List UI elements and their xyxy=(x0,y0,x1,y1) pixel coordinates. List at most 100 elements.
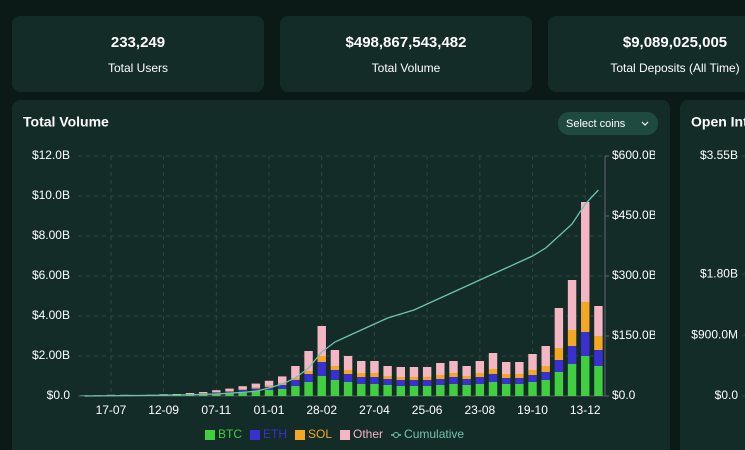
legend-label: ETH xyxy=(263,427,287,441)
bar xyxy=(317,356,326,362)
stat-card xyxy=(12,16,264,92)
y-tick-label: $12.0B xyxy=(32,148,70,162)
bar xyxy=(449,384,458,396)
bar xyxy=(198,392,208,394)
bar xyxy=(554,372,564,396)
bar xyxy=(396,367,406,377)
y-tick-label: $2.00B xyxy=(32,348,70,362)
bar xyxy=(317,326,326,356)
bar xyxy=(475,384,485,396)
bar xyxy=(264,385,274,387)
bar xyxy=(251,391,261,396)
bar xyxy=(198,394,208,396)
y2-tick-label: $300.0B xyxy=(612,268,657,282)
bar xyxy=(396,380,406,386)
bar xyxy=(238,389,247,390)
legend-label: Other xyxy=(353,427,383,441)
bar xyxy=(422,367,432,377)
bar xyxy=(554,360,564,372)
bar xyxy=(422,377,432,380)
stat-label: Total Deposits (All Time) xyxy=(610,61,739,75)
bar xyxy=(383,376,392,379)
bar xyxy=(357,373,366,377)
bar xyxy=(501,374,511,378)
x-tick-label: 27-04 xyxy=(359,403,390,417)
x-tick-label: 07-11 xyxy=(201,403,231,417)
bar xyxy=(594,366,603,396)
legend-icon xyxy=(393,432,400,438)
x-tick-label: 23-08 xyxy=(464,403,495,417)
y-tick-label: $4.00B xyxy=(32,308,70,322)
plot: $0.0 $2.00B $4.00B $6.00B $8.00B $10.0B $12.0B… xyxy=(32,148,657,417)
bar xyxy=(462,379,471,385)
stat-value: $498,867,543,482 xyxy=(346,34,467,51)
bar xyxy=(370,373,379,377)
bar xyxy=(225,391,234,393)
x-tick-label: 25-06 xyxy=(412,403,443,417)
bar xyxy=(185,393,195,394)
bar xyxy=(528,370,537,375)
bar xyxy=(370,384,379,396)
bar xyxy=(581,202,590,302)
bar xyxy=(396,386,406,396)
bar xyxy=(277,376,287,384)
bar xyxy=(541,372,550,380)
bar xyxy=(515,378,524,384)
oi-tick-label: $1.80B xyxy=(700,266,738,280)
bar xyxy=(541,366,550,372)
bar xyxy=(291,378,300,380)
bar xyxy=(594,350,603,366)
bar xyxy=(449,373,458,377)
bar xyxy=(277,389,287,396)
bar xyxy=(251,388,261,391)
bar xyxy=(581,332,590,356)
legend-swatch xyxy=(250,430,260,440)
bar xyxy=(422,386,432,396)
bar xyxy=(370,377,379,384)
bar xyxy=(383,366,392,376)
y2-tick-label: $150.0B xyxy=(612,328,657,342)
bar xyxy=(212,393,221,396)
x-tick-label: 12-09 xyxy=(148,403,179,417)
bar xyxy=(488,369,498,374)
stat-value: 233,249 xyxy=(111,34,165,51)
bar xyxy=(436,363,445,375)
bar xyxy=(462,385,471,396)
bar xyxy=(330,350,340,366)
chart-panel xyxy=(12,100,670,450)
bar xyxy=(225,393,234,396)
bar xyxy=(409,386,419,396)
oi-tick-label: $3.55B xyxy=(700,148,738,162)
select-coins-button[interactable] xyxy=(558,112,658,135)
bar xyxy=(515,384,524,396)
bar xyxy=(594,336,603,350)
bar xyxy=(528,354,537,370)
stat-label: Total Users xyxy=(108,61,168,75)
bar xyxy=(238,392,247,396)
bar xyxy=(304,382,313,396)
y2-tick-label: $0.0 xyxy=(612,388,636,402)
bar xyxy=(264,380,274,386)
bar xyxy=(541,346,550,366)
legend-label: BTC xyxy=(218,427,242,441)
bar xyxy=(383,385,392,396)
bar xyxy=(225,388,234,391)
stat-value: $9,089,025,005 xyxy=(623,34,727,51)
bar xyxy=(277,385,287,389)
y2-tick-label: $600.0B xyxy=(612,148,657,162)
bar xyxy=(396,377,406,380)
bar xyxy=(515,362,524,374)
bar xyxy=(343,356,353,370)
button-label: Select coins xyxy=(566,118,626,130)
chart-title: Total Volume xyxy=(23,114,109,130)
y2-tick-label: $450.0B xyxy=(612,208,657,222)
bar xyxy=(554,308,564,348)
bar xyxy=(567,346,577,364)
chevron xyxy=(641,121,649,126)
bar xyxy=(330,366,340,370)
bar xyxy=(251,387,261,389)
bar xyxy=(304,374,313,382)
stat-label: Total Volume xyxy=(372,61,441,75)
bar xyxy=(436,385,445,396)
